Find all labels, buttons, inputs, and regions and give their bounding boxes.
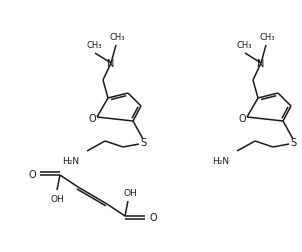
Text: H₂N: H₂N — [62, 157, 79, 166]
Text: O: O — [88, 114, 96, 123]
Text: O: O — [149, 212, 157, 222]
Text: O: O — [28, 169, 36, 179]
Text: CH₃: CH₃ — [109, 32, 125, 41]
Text: CH₃: CH₃ — [236, 40, 252, 49]
Text: CH₃: CH₃ — [259, 32, 275, 41]
Text: N: N — [257, 59, 265, 69]
Text: OH: OH — [50, 195, 64, 204]
Text: S: S — [290, 137, 296, 147]
Text: O: O — [238, 114, 246, 123]
Text: CH₃: CH₃ — [86, 40, 102, 49]
Text: OH: OH — [123, 188, 137, 197]
Text: N: N — [107, 59, 115, 69]
Text: S: S — [140, 137, 146, 147]
Text: H₂N: H₂N — [212, 157, 229, 166]
